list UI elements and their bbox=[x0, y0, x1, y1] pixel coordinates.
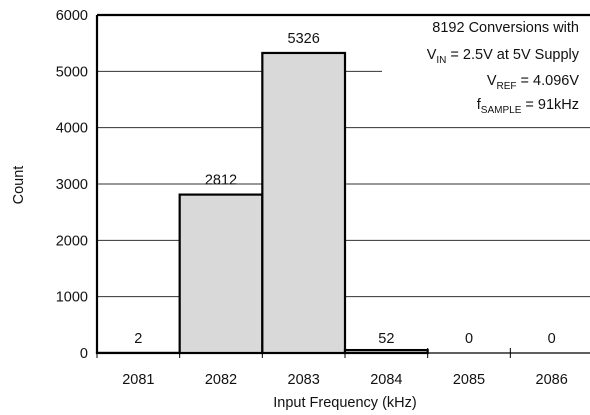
annotation-line-3: VREF = 4.096V bbox=[487, 73, 579, 92]
x-tick-label: 2081 bbox=[122, 372, 154, 388]
annotation-line-1: 8192 Conversions with bbox=[432, 20, 579, 36]
data-label: 52 bbox=[378, 331, 394, 347]
annotation: 8192 Conversions with VIN = 2.5V at 5V S… bbox=[427, 20, 580, 116]
x-tick-label: 2083 bbox=[288, 372, 320, 388]
x-tick-label: 2086 bbox=[536, 372, 568, 388]
x-tick-labels: 2081 2082 2083 2084 2085 2086 bbox=[122, 372, 568, 388]
data-label: 0 bbox=[465, 331, 473, 347]
y-tick-label: 6000 bbox=[56, 8, 88, 24]
annotation-line-2: VIN = 2.5V at 5V Supply bbox=[427, 47, 580, 66]
x-tick-label: 2084 bbox=[370, 372, 402, 388]
x-tick-label: 2085 bbox=[453, 372, 485, 388]
y-axis-label: Count bbox=[11, 166, 27, 205]
y-tick-label: 5000 bbox=[56, 64, 88, 80]
axes bbox=[95, 13, 590, 358]
x-axis-label: Input Frequency (kHz) bbox=[273, 395, 416, 411]
y-tick-label: 3000 bbox=[56, 177, 88, 193]
y-tick-label: 0 bbox=[80, 346, 88, 362]
y-tick-label: 2000 bbox=[56, 233, 88, 249]
bar-2083 bbox=[261, 51, 347, 355]
y-tick-labels: 0 1000 2000 3000 4000 5000 6000 bbox=[56, 8, 88, 362]
data-label: 0 bbox=[548, 331, 556, 347]
data-label: 2812 bbox=[205, 173, 237, 189]
data-label: 5326 bbox=[288, 31, 320, 47]
annotation-line-4: fSAMPLE = 91kHz bbox=[477, 97, 579, 116]
y-tick-label: 4000 bbox=[56, 121, 88, 137]
bar-2082 bbox=[178, 193, 264, 355]
y-tick-label: 1000 bbox=[56, 290, 88, 306]
x-tick-label: 2082 bbox=[205, 372, 237, 388]
data-labels: 2 2812 5326 52 0 0 bbox=[134, 31, 555, 347]
data-label: 2 bbox=[134, 331, 142, 347]
annotation-background bbox=[382, 15, 590, 125]
